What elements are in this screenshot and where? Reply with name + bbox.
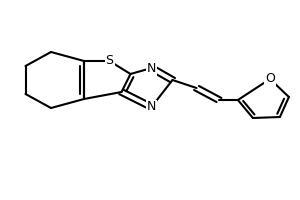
Text: N: N [147,100,156,114]
Text: S: S [106,54,113,68]
Text: O: O [265,72,275,86]
Text: N: N [147,62,156,74]
